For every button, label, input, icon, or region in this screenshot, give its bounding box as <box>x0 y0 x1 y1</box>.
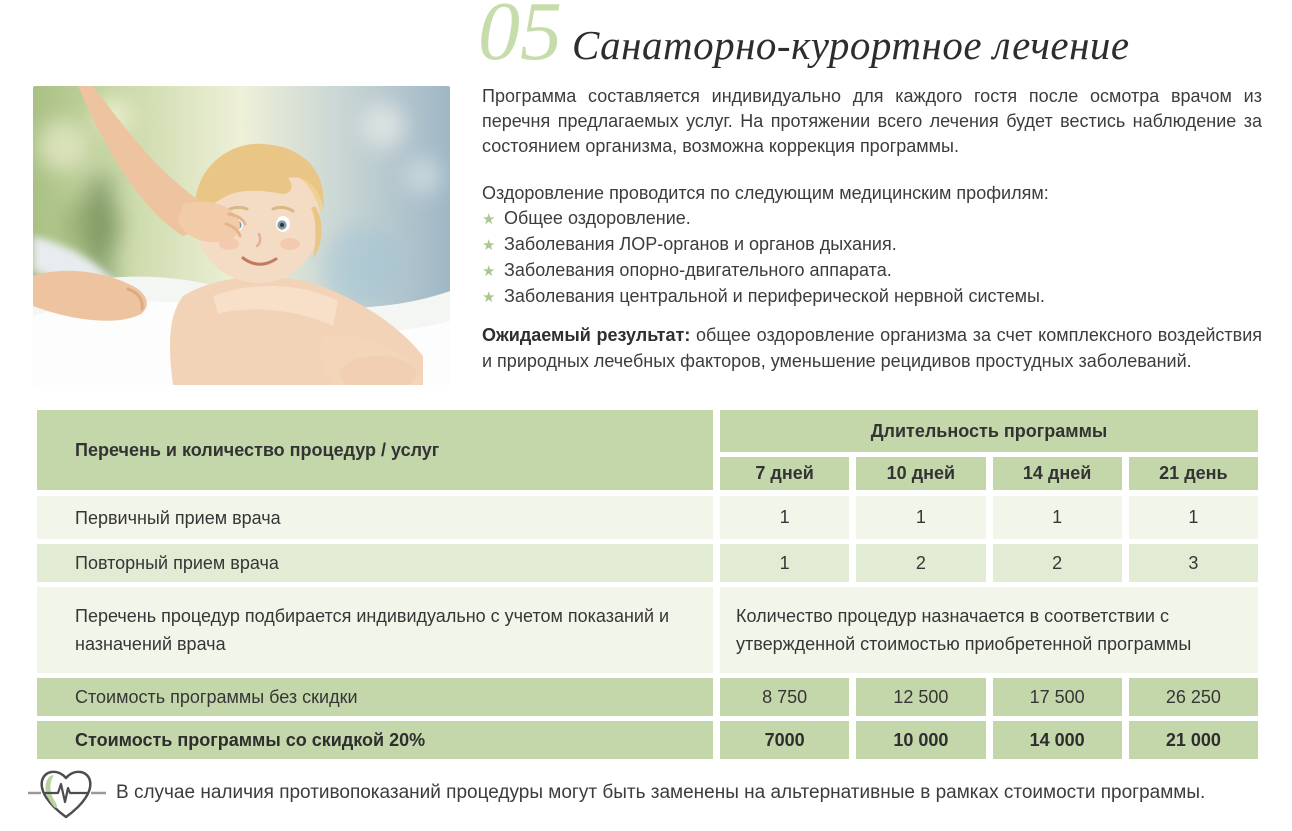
profile-text: Заболевания ЛОР-органов и органов дыхани… <box>504 234 897 254</box>
duration-column-header: 7 дней <box>720 457 850 490</box>
row-value: 10 000 <box>856 721 986 759</box>
row-value: 7000 <box>720 721 850 759</box>
row-value: 2 <box>992 544 1122 582</box>
row-label: Первичный прием врача <box>37 496 713 539</box>
profile-item: ★ Заболевания опорно-двигательного аппара… <box>482 258 1262 284</box>
duration-column-header: 21 день <box>1128 457 1258 490</box>
table-row: Стоимость программы со скидкой 20% 7000 10… <box>37 721 1258 759</box>
table-row: Перечень процедур подбирается индивидуал… <box>37 587 1258 673</box>
duration-column-header: 14 дней <box>992 457 1122 490</box>
profile-text: Общее оздоровление. <box>504 208 691 228</box>
row-value: 26 250 <box>1128 678 1258 716</box>
row-value: 17 500 <box>992 678 1122 716</box>
row-value: 14 000 <box>992 721 1122 759</box>
table-row: Повторный прием врача 1 2 2 3 <box>37 544 1258 582</box>
row-value: 3 <box>1128 544 1258 582</box>
section-number: 05 <box>478 0 562 78</box>
star-bullet-icon: ★ <box>482 263 496 280</box>
row-label: Стоимость программы со скидкой 20% <box>37 721 713 759</box>
profile-item: ★ Общее оздоровление. <box>482 206 1262 232</box>
row-value: 12 500 <box>856 678 986 716</box>
profile-item: ★ Заболевания центральной и периферическо… <box>482 284 1262 310</box>
star-bullet-icon: ★ <box>482 289 496 306</box>
row-label: Перечень процедур подбирается индивидуал… <box>37 587 713 673</box>
duration-columns: 7 дней 10 дней 14 дней 21 день <box>720 457 1258 490</box>
duration-header: Длительность программы <box>720 410 1258 452</box>
profiles-intro: Оздоровление проводится по следующим мед… <box>482 183 1049 203</box>
page-title: Санаторно-курортное лечение <box>572 22 1130 68</box>
page-header: 05 Санаторно-курортное лечение <box>478 0 1130 74</box>
footnote: В случае наличия противопоказаний процед… <box>28 762 1273 824</box>
result-text: общее оздоровление организма за счет ком… <box>482 325 1262 371</box>
photo-illustration <box>33 86 450 385</box>
duration-column-header: 10 дней <box>856 457 986 490</box>
heart-ekg-icon <box>28 770 106 819</box>
profiles-list: ★ Общее оздоровление. ★ Заболевания ЛОР-орг… <box>482 206 1262 310</box>
row-label: Повторный прием врача <box>37 544 713 582</box>
result-paragraph: Ожидаемый результат: общее оздоровление … <box>482 322 1262 374</box>
intro-text-column: Программа составляется индивидуально для… <box>482 84 1262 374</box>
result-label: Ожидаемый результат: <box>482 325 691 345</box>
row-value: 1 <box>720 496 850 539</box>
child-massage-photo <box>33 86 450 385</box>
row-merged-note: Количество процедур назначается в соотве… <box>720 587 1258 673</box>
row-value: 1 <box>992 496 1122 539</box>
table-header-right: Длительность программы 7 дней 10 дней 14 д… <box>720 410 1258 490</box>
table-header-row: Перечень и количество процедур / услуг Д… <box>37 410 1258 490</box>
row-value: 8 750 <box>720 678 850 716</box>
footnote-text: В случае наличия противопоказаний процед… <box>116 782 1206 803</box>
star-bullet-icon: ★ <box>482 237 496 254</box>
intro-paragraph: Программа составляется индивидуально для… <box>482 86 1262 156</box>
row-value: 1 <box>1128 496 1258 539</box>
table-header-left: Перечень и количество процедур / услуг <box>37 410 713 490</box>
star-bullet-icon: ★ <box>482 211 496 228</box>
pricing-table: Перечень и количество процедур / услуг Д… <box>37 410 1258 764</box>
row-value: 21 000 <box>1128 721 1258 759</box>
table-row: Первичный прием врача 1 1 1 1 <box>37 496 1258 539</box>
table-row: Стоимость программы без скидки 8 750 12 50… <box>37 678 1258 716</box>
row-label: Стоимость программы без скидки <box>37 678 713 716</box>
row-value: 1 <box>720 544 850 582</box>
row-value: 2 <box>856 544 986 582</box>
row-value: 1 <box>856 496 986 539</box>
profile-item: ★ Заболевания ЛОР-органов и органов дыхан… <box>482 232 1262 258</box>
profile-text: Заболевания опорно-двигательного аппарат… <box>504 260 892 280</box>
profile-text: Заболевания центральной и периферической… <box>504 286 1045 306</box>
table-body: Первичный прием врача 1 1 1 1 Повторный прием… <box>37 496 1258 759</box>
